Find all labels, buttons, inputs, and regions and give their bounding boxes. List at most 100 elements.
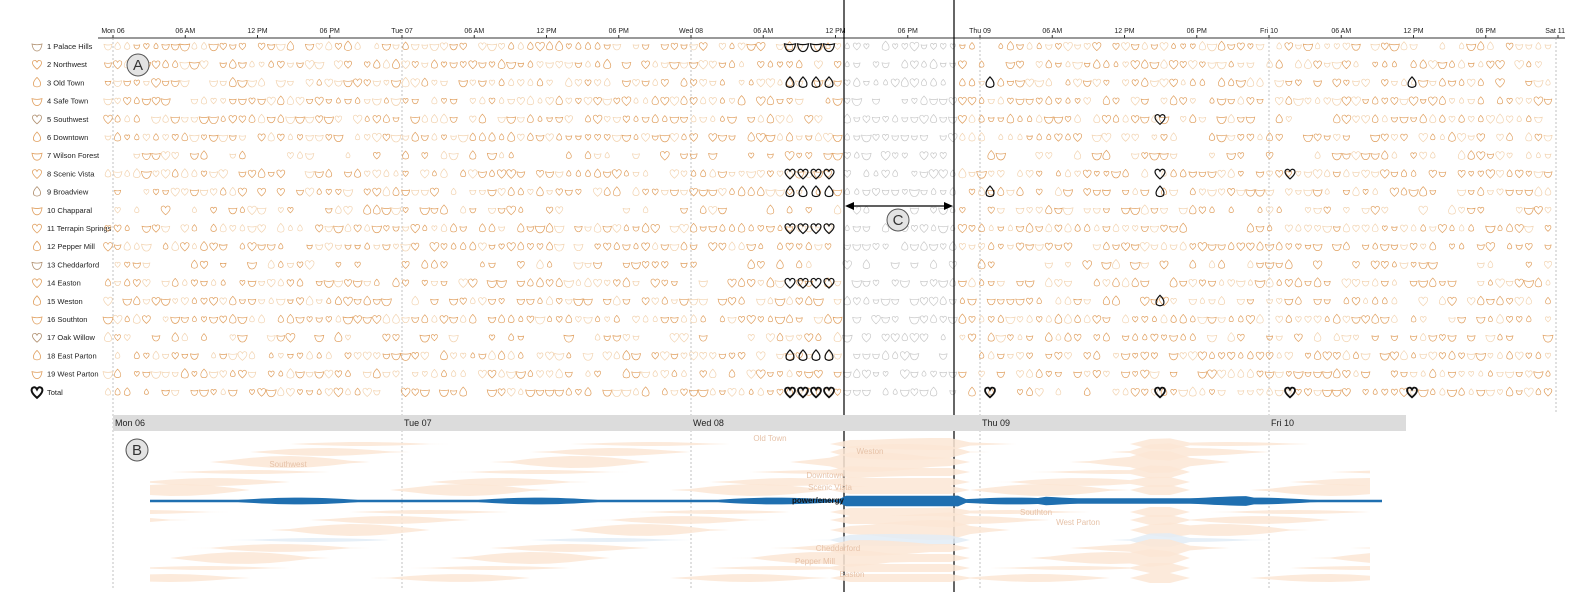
time-glyph: [1275, 113, 1283, 124]
time-glyph: [266, 116, 276, 124]
time-glyph: [208, 316, 219, 324]
time-glyph: [410, 224, 420, 234]
time-glyph: [498, 133, 505, 141]
time-glyph: [1342, 350, 1351, 361]
time-glyph: [421, 44, 429, 50]
time-glyph: [1169, 153, 1178, 159]
time-glyph: [669, 169, 680, 179]
time-glyph: [191, 206, 197, 213]
time-glyph: [958, 96, 967, 106]
time-glyph: [633, 242, 639, 250]
neighborhood-row[interactable]: 15 Weston: [33, 294, 1551, 307]
time-glyph: [950, 224, 956, 231]
time-glyph: [1525, 352, 1533, 360]
neighborhood-label: 14 Easton: [47, 279, 81, 288]
time-glyph: [1168, 60, 1179, 70]
neighborhood-row[interactable]: 13 Cheddarford: [31, 258, 1553, 270]
time-glyph: [1084, 223, 1091, 232]
time-glyph: [1390, 171, 1399, 178]
neighborhood-row[interactable]: 14 Easton: [32, 277, 1551, 289]
time-glyph: [208, 43, 219, 52]
legend-glyph-icon: [33, 131, 41, 142]
time-glyph: [1045, 59, 1053, 69]
time-glyph: [1121, 335, 1130, 341]
time-glyph: [248, 97, 256, 105]
time-glyph: [622, 368, 631, 379]
time-glyph: [747, 259, 755, 270]
time-glyph: [786, 114, 793, 123]
legend-glyph-icon: [33, 240, 41, 252]
time-glyph: [843, 113, 851, 124]
neighborhood-row[interactable]: 18 East Parton: [33, 349, 1552, 361]
neighborhood-row[interactable]: 9 Broadview: [33, 185, 1552, 198]
neighborhood-row[interactable]: Total: [30, 386, 1553, 400]
time-glyph: [1016, 389, 1024, 396]
time-glyph: [1370, 260, 1380, 270]
time-glyph: [247, 169, 257, 179]
time-glyph: [1130, 387, 1140, 397]
neighborhood-row[interactable]: 16 Southton: [31, 313, 1552, 325]
neighborhood-row[interactable]: 12 Pepper Mill: [33, 240, 1552, 252]
neighborhood-row[interactable]: 8 Scenic Vista: [32, 167, 1553, 180]
badge-circle: [125, 438, 149, 462]
time-selection[interactable]: [843, 0, 955, 592]
time-glyph: [881, 350, 890, 360]
time-glyph: [324, 388, 333, 397]
time-glyph: [1295, 296, 1302, 305]
time-glyph: [584, 150, 592, 160]
neighborhood-row[interactable]: 3 Old Town: [33, 76, 1551, 88]
legend-glyph-icon: [32, 60, 42, 70]
time-glyph: [698, 189, 709, 197]
time-glyph: [776, 332, 784, 342]
neighborhood-row[interactable]: 11 Terrapin Springs: [32, 222, 1552, 235]
time-glyph: [863, 296, 870, 305]
time-glyph: [1091, 152, 1102, 161]
time-glyph: [516, 298, 526, 305]
neighborhood-row[interactable]: 19 West Parton: [31, 368, 1551, 380]
time-glyph: [939, 43, 947, 50]
time-glyph: [1497, 224, 1503, 232]
focus-stream[interactable]: [150, 495, 1382, 507]
time-glyph: [727, 297, 737, 306]
time-glyph: [1064, 169, 1072, 178]
time-glyph: [728, 135, 736, 141]
neighborhood-row[interactable]: 6 Downtown: [33, 131, 1553, 143]
time-glyph: [286, 313, 295, 324]
neighborhood-row[interactable]: 7 Wilson Forest: [31, 149, 1552, 161]
time-glyph: [373, 204, 381, 215]
time-axis: Mon 06 06 AM 12 PM 06 PM Tue 07 06 AM 12 PM 06 …: [98, 28, 1565, 39]
time-glyph: [1016, 44, 1024, 50]
time-glyph: [1189, 187, 1196, 196]
time-glyph: [1015, 225, 1025, 233]
time-glyph: [862, 280, 871, 287]
time-glyph: [498, 43, 506, 50]
time-glyph: [699, 226, 707, 232]
neighborhood-row[interactable]: 1 Palace Hills: [31, 40, 1552, 53]
time-glyph: [258, 77, 265, 87]
time-glyph: [1331, 389, 1342, 397]
time-glyph: [526, 95, 535, 106]
time-glyph: [1285, 188, 1293, 196]
time-glyph: [891, 135, 899, 141]
time-glyph: [1544, 187, 1552, 196]
time-glyph: [1314, 96, 1321, 104]
neighborhood-row[interactable]: 2 Northwest: [32, 58, 1542, 70]
time-glyph: [1150, 333, 1159, 342]
neighborhood-row[interactable]: 4 Safe Town: [31, 95, 1553, 107]
neighborhood-row[interactable]: 10 Chapparal: [31, 204, 1552, 216]
time-glyph: [1026, 297, 1034, 305]
time-glyph: [1351, 279, 1361, 288]
time-glyph: [392, 117, 400, 123]
time-glyph: [1533, 80, 1544, 88]
time-glyph: [536, 370, 544, 378]
time-glyph: [1380, 169, 1390, 179]
neighborhood-row[interactable]: 5 Southwest: [32, 113, 1543, 126]
time-glyph: [785, 226, 794, 232]
neighborhood-row[interactable]: 17 Oak Willow: [32, 331, 1554, 343]
time-glyph: [1466, 335, 1476, 342]
day-tick-label: Fri 10: [1260, 28, 1278, 35]
time-glyph: [738, 241, 745, 251]
time-glyph: [411, 98, 419, 105]
neighborhood-label: 4 Safe Town: [47, 97, 88, 106]
time-glyph: [1476, 389, 1486, 397]
